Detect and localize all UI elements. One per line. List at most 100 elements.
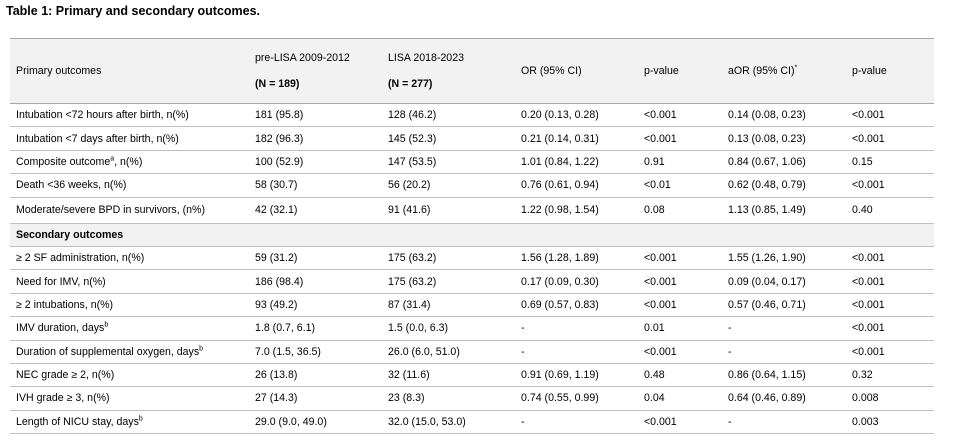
cell-p-value: 0.91 — [644, 155, 665, 168]
cell-pre-lisa: 186 (98.4) — [255, 275, 304, 288]
cell-adjusted-p-value: <0.001 — [852, 275, 885, 288]
row-label: Length of NICU stay, daysb — [10, 410, 249, 433]
table-row: Death <36 weeks, n(%) 58 (30.7) 56 (20.2) 0… — [10, 174, 934, 198]
row-label-text: Death <36 weeks, n(%) — [16, 179, 127, 192]
cell-aor: 0.62 (0.48, 0.79) — [728, 179, 806, 192]
cell-lisa: 147 (53.5) — [388, 155, 437, 168]
row-label-text: IMV duration, days — [16, 322, 105, 335]
cell-or: 1.56 (1.28, 1.89) — [521, 252, 599, 265]
cell-p-value: <0.001 — [644, 298, 677, 311]
section-header-row: Secondary outcomes — [10, 223, 934, 247]
cell-pre-lisa: 27 (14.3) — [255, 392, 298, 405]
cell-p-value: 0.48 — [644, 369, 665, 382]
cell-p-value: <0.001 — [644, 252, 677, 265]
table-row: Intubation <72 hours after birth, n(%) 18… — [10, 104, 934, 127]
cell-or: - — [521, 322, 525, 335]
cell-aor: 0.14 (0.08, 0.23) — [728, 109, 806, 122]
row-label-text: Composite outcome — [16, 155, 111, 168]
cell-lisa: 91 (41.6) — [388, 204, 431, 217]
row-label: NEC grade ≥ 2, n(%) — [10, 363, 249, 386]
header-pre-lisa-title: pre-LISA 2009-2012 — [255, 52, 350, 64]
row-label: Duration of supplemental oxygen, daysb — [10, 340, 249, 363]
cell-lisa: 56 (20.2) — [388, 179, 431, 192]
row-label-text: Intubation <7 days after birth, n(%) — [16, 132, 179, 145]
header-aor: aOR (95% CI)* — [722, 39, 846, 104]
cell-or: 0.17 (0.09, 0.30) — [521, 275, 599, 288]
cell-adjusted-p-value: 0.003 — [852, 415, 879, 428]
cell-pre-lisa: 59 (31.2) — [255, 252, 298, 265]
cell-aor: 0.86 (0.64, 1.15) — [728, 369, 806, 382]
cell-pre-lisa: 58 (30.7) — [255, 179, 298, 192]
cell-lisa: 32 (11.6) — [388, 369, 430, 382]
footnote-marker: b — [138, 415, 143, 423]
cell-lisa: 145 (52.3) — [388, 132, 437, 145]
header-pre-lisa: pre-LISA 2009-2012 (N = 189) — [249, 39, 382, 104]
cell-aor: 1.13 (0.85, 1.49) — [728, 204, 806, 217]
row-label: Death <36 weeks, n(%) — [10, 174, 249, 197]
cell-aor: 0.57 (0.46, 0.71) — [728, 298, 806, 311]
cell-aor: 0.09 (0.04, 0.17) — [728, 275, 806, 288]
table-row: Moderate/severe BPD in survivors, (n%) 42… — [10, 197, 934, 224]
cell-pre-lisa: 1.8 (0.7, 6.1) — [255, 322, 316, 335]
table-row: Length of NICU stay, daysb 29.0 (9.0, 49.… — [10, 410, 934, 434]
cell-p-value: <0.001 — [644, 109, 677, 122]
row-label-text: IVH grade ≥ 3, n(%) — [16, 392, 110, 405]
row-label: ≥ 2 SF administration, n(%) — [10, 246, 249, 269]
cell-p-value: 0.01 — [644, 322, 665, 335]
table-row: Composite outcomea, n(%) 100 (52.9) 147 (5… — [10, 150, 934, 174]
row-label-text: Intubation <72 hours after birth, n(%) — [16, 109, 189, 122]
cell-adjusted-p-value: <0.001 — [852, 132, 885, 145]
row-label: IVH grade ≥ 3, n(%) — [10, 387, 249, 410]
row-label-suffix: , n(%) — [114, 155, 143, 168]
cell-adjusted-p-value: <0.001 — [852, 109, 885, 122]
header-adjusted-p-value: p-value — [852, 65, 887, 77]
cell-or: 0.76 (0.61, 0.94) — [521, 179, 599, 192]
cell-p-value: <0.001 — [644, 415, 677, 428]
table-row: ≥ 2 SF administration, n(%) 59 (31.2) 175 … — [10, 246, 934, 270]
cell-adjusted-p-value: <0.001 — [852, 322, 885, 335]
cell-p-value: 0.04 — [644, 392, 665, 405]
header-pre-lisa-n: (N = 189) — [255, 78, 300, 90]
cell-p-value: 0.08 — [644, 204, 665, 217]
cell-adjusted-p-value: <0.001 — [852, 345, 885, 358]
cell-lisa: 32.0 (15.0, 53.0) — [388, 415, 466, 428]
cell-adjusted-p-value: 0.40 — [852, 204, 873, 217]
cell-or: 1.01 (0.84, 1.22) — [521, 155, 599, 168]
row-label: IMV duration, daysb — [10, 317, 249, 340]
cell-aor: 0.64 (0.46, 0.89) — [728, 392, 806, 405]
table-row: Need for IMV, n(%) 186 (98.4) 175 (63.2) 0.… — [10, 270, 934, 294]
cell-lisa: 175 (63.2) — [388, 275, 437, 288]
header-aor-title: aOR (95% CI) — [728, 65, 795, 77]
cell-lisa: 23 (8.3) — [388, 392, 425, 405]
header-or: OR (95% CI) — [521, 65, 582, 77]
cell-or: - — [521, 415, 525, 428]
row-label-text: Duration of supplemental oxygen, days — [16, 345, 200, 358]
cell-lisa: 1.5 (0.0, 6.3) — [388, 322, 449, 335]
cell-pre-lisa: 26 (13.8) — [255, 369, 298, 382]
cell-lisa: 26.0 (6.0, 51.0) — [388, 345, 460, 358]
cell-adjusted-p-value: 0.32 — [852, 369, 873, 382]
cell-pre-lisa: 42 (32.1) — [255, 204, 298, 217]
cell-p-value: <0.01 — [644, 179, 671, 192]
header-lisa-n: (N = 277) — [388, 78, 433, 90]
cell-or: 0.91 (0.69, 1.19) — [521, 369, 599, 382]
row-label-text: Need for IMV, n(%) — [16, 275, 106, 288]
outcomes-table: Primary outcomes pre-LISA 2009-2012 (N =… — [10, 38, 934, 434]
cell-aor: 1.55 (1.26, 1.90) — [728, 252, 806, 265]
footnote-marker: b — [199, 345, 204, 353]
row-label-text: Moderate/severe BPD in survivors, (n%) — [16, 204, 205, 217]
row-label-text: Length of NICU stay, days — [16, 415, 139, 428]
header-p-value: p-value — [644, 65, 679, 77]
header-outcome: Primary outcomes — [16, 65, 102, 77]
cell-aor: 0.84 (0.67, 1.06) — [728, 155, 806, 168]
row-label: Intubation <72 hours after birth, n(%) — [10, 104, 249, 127]
row-label-text: ≥ 2 intubations, n(%) — [16, 298, 114, 311]
header-lisa-title: LISA 2018-2023 — [388, 52, 464, 64]
cell-or: 0.21 (0.14, 0.31) — [521, 132, 599, 145]
cell-p-value: <0.001 — [644, 345, 677, 358]
cell-adjusted-p-value: 0.008 — [852, 392, 879, 405]
cell-pre-lisa: 29.0 (9.0, 49.0) — [255, 415, 327, 428]
cell-aor: - — [728, 345, 732, 358]
cell-adjusted-p-value: <0.001 — [852, 179, 885, 192]
footnote-marker: b — [104, 321, 109, 329]
